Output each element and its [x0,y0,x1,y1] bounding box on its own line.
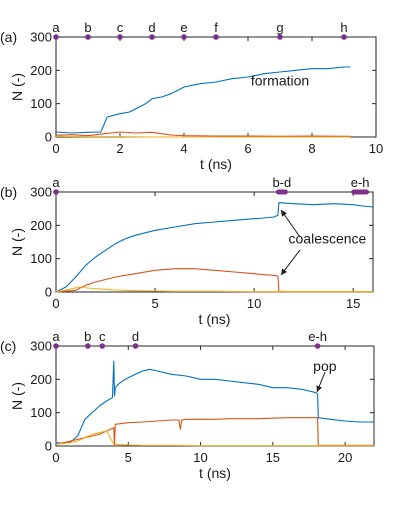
series-line-3 [55,135,351,138]
x-tick-label: 6 [244,141,251,156]
y-axis-label: N (-) [9,73,25,101]
event-marker-label: e [180,20,187,35]
annotation-text: pop [313,358,337,374]
event-marker [341,34,347,40]
annotation-text: formation [251,72,309,88]
x-tick-label: 10 [369,141,383,156]
y-tick-label: 300 [30,30,52,45]
x-tick-label: 0 [52,141,59,156]
event-marker-label: h [340,20,347,35]
coalescence-arrow-down [280,249,301,276]
series-line-1 [55,202,374,293]
x-tick-label: 10 [193,450,207,465]
x-tick-label: 15 [266,450,280,465]
x-tick-label: 8 [308,141,315,156]
event-marker-label: b [84,20,91,35]
event-marker-label: c [117,20,124,35]
y-tick-label: 300 [30,339,52,354]
x-tick-label: 0 [52,450,59,465]
chart-panel-2: 0 5 10 15 0 100 200 300 t (ns) N (-) (b) a b-d e-h coa… [0,175,374,327]
event-marker [85,34,91,40]
event-marker [132,343,139,349]
series-line-1 [55,360,374,444]
x-tick-label: 20 [338,450,352,465]
event-marker-label: e-h [308,329,327,344]
x-axis-label: t (ns) [199,465,231,481]
x-tick-label: 2 [116,141,123,156]
event-marker-label: b [84,329,91,344]
x-tick-label: 4 [180,141,187,156]
x-tick-label: 5 [125,450,132,465]
y-tick-label: 200 [30,63,52,78]
event-marker-label: d [148,20,155,35]
event-marker [53,189,59,195]
event-marker [53,34,59,40]
x-tick-label: 15 [346,296,360,311]
event-marker-label: a [52,329,60,344]
event-marker-label: d [132,329,139,344]
plot-area-frame [55,36,377,138]
y-tick-label: 0 [45,439,52,454]
event-marker-label: a [52,20,60,35]
y-tick-label: 100 [30,405,52,420]
event-marker [149,34,155,40]
event-marker [213,34,219,40]
event-marker [351,189,370,195]
y-tick-label: 0 [45,285,52,300]
event-marker-label: c [99,329,106,344]
x-tick-label: 5 [151,296,158,311]
series-line-2 [55,417,374,447]
event-marker [181,34,187,40]
plot-area-frame [55,191,374,293]
event-marker [53,343,59,349]
x-tick-label: 0 [52,296,59,311]
event-marker [117,34,123,40]
series-line-3 [55,430,374,447]
series-line-1 [55,66,351,134]
series-line-2 [55,268,373,293]
annotation-arrow-head [281,268,288,275]
event-marker-label: f [214,20,218,35]
x-axis-label: t (ns) [199,311,231,327]
panel-label: (a) [0,29,17,45]
event-marker-label: a [52,175,60,190]
event-marker-label: b-d [272,175,291,190]
y-tick-label: 100 [30,251,52,266]
event-marker-label: g [276,20,283,35]
x-tick-label: 10 [247,296,261,311]
event-marker [85,343,91,349]
y-axis-label: N (-) [9,382,25,410]
y-tick-label: 100 [30,96,52,111]
panel-label: (c) [0,338,16,354]
event-marker [275,189,288,195]
series-line-3 [55,286,373,293]
y-axis-label: N (-) [9,228,25,256]
event-marker [314,343,321,349]
event-marker [277,34,283,40]
event-marker [99,343,106,349]
pop-arrow [316,371,326,393]
series-line-2 [55,131,351,137]
y-tick-label: 200 [30,218,52,233]
event-marker-label: e-h [351,175,370,190]
panel-label: (b) [0,184,17,200]
y-tick-label: 200 [30,372,52,387]
annotation-text: coalescence [289,231,367,247]
y-tick-label: 0 [45,130,52,145]
coalescence-arrow-up [280,209,301,238]
annotation-arrow-head [316,385,323,392]
x-axis-label: t (ns) [200,156,232,172]
y-tick-label: 300 [30,185,52,200]
annotation-arrow-head [281,210,287,217]
